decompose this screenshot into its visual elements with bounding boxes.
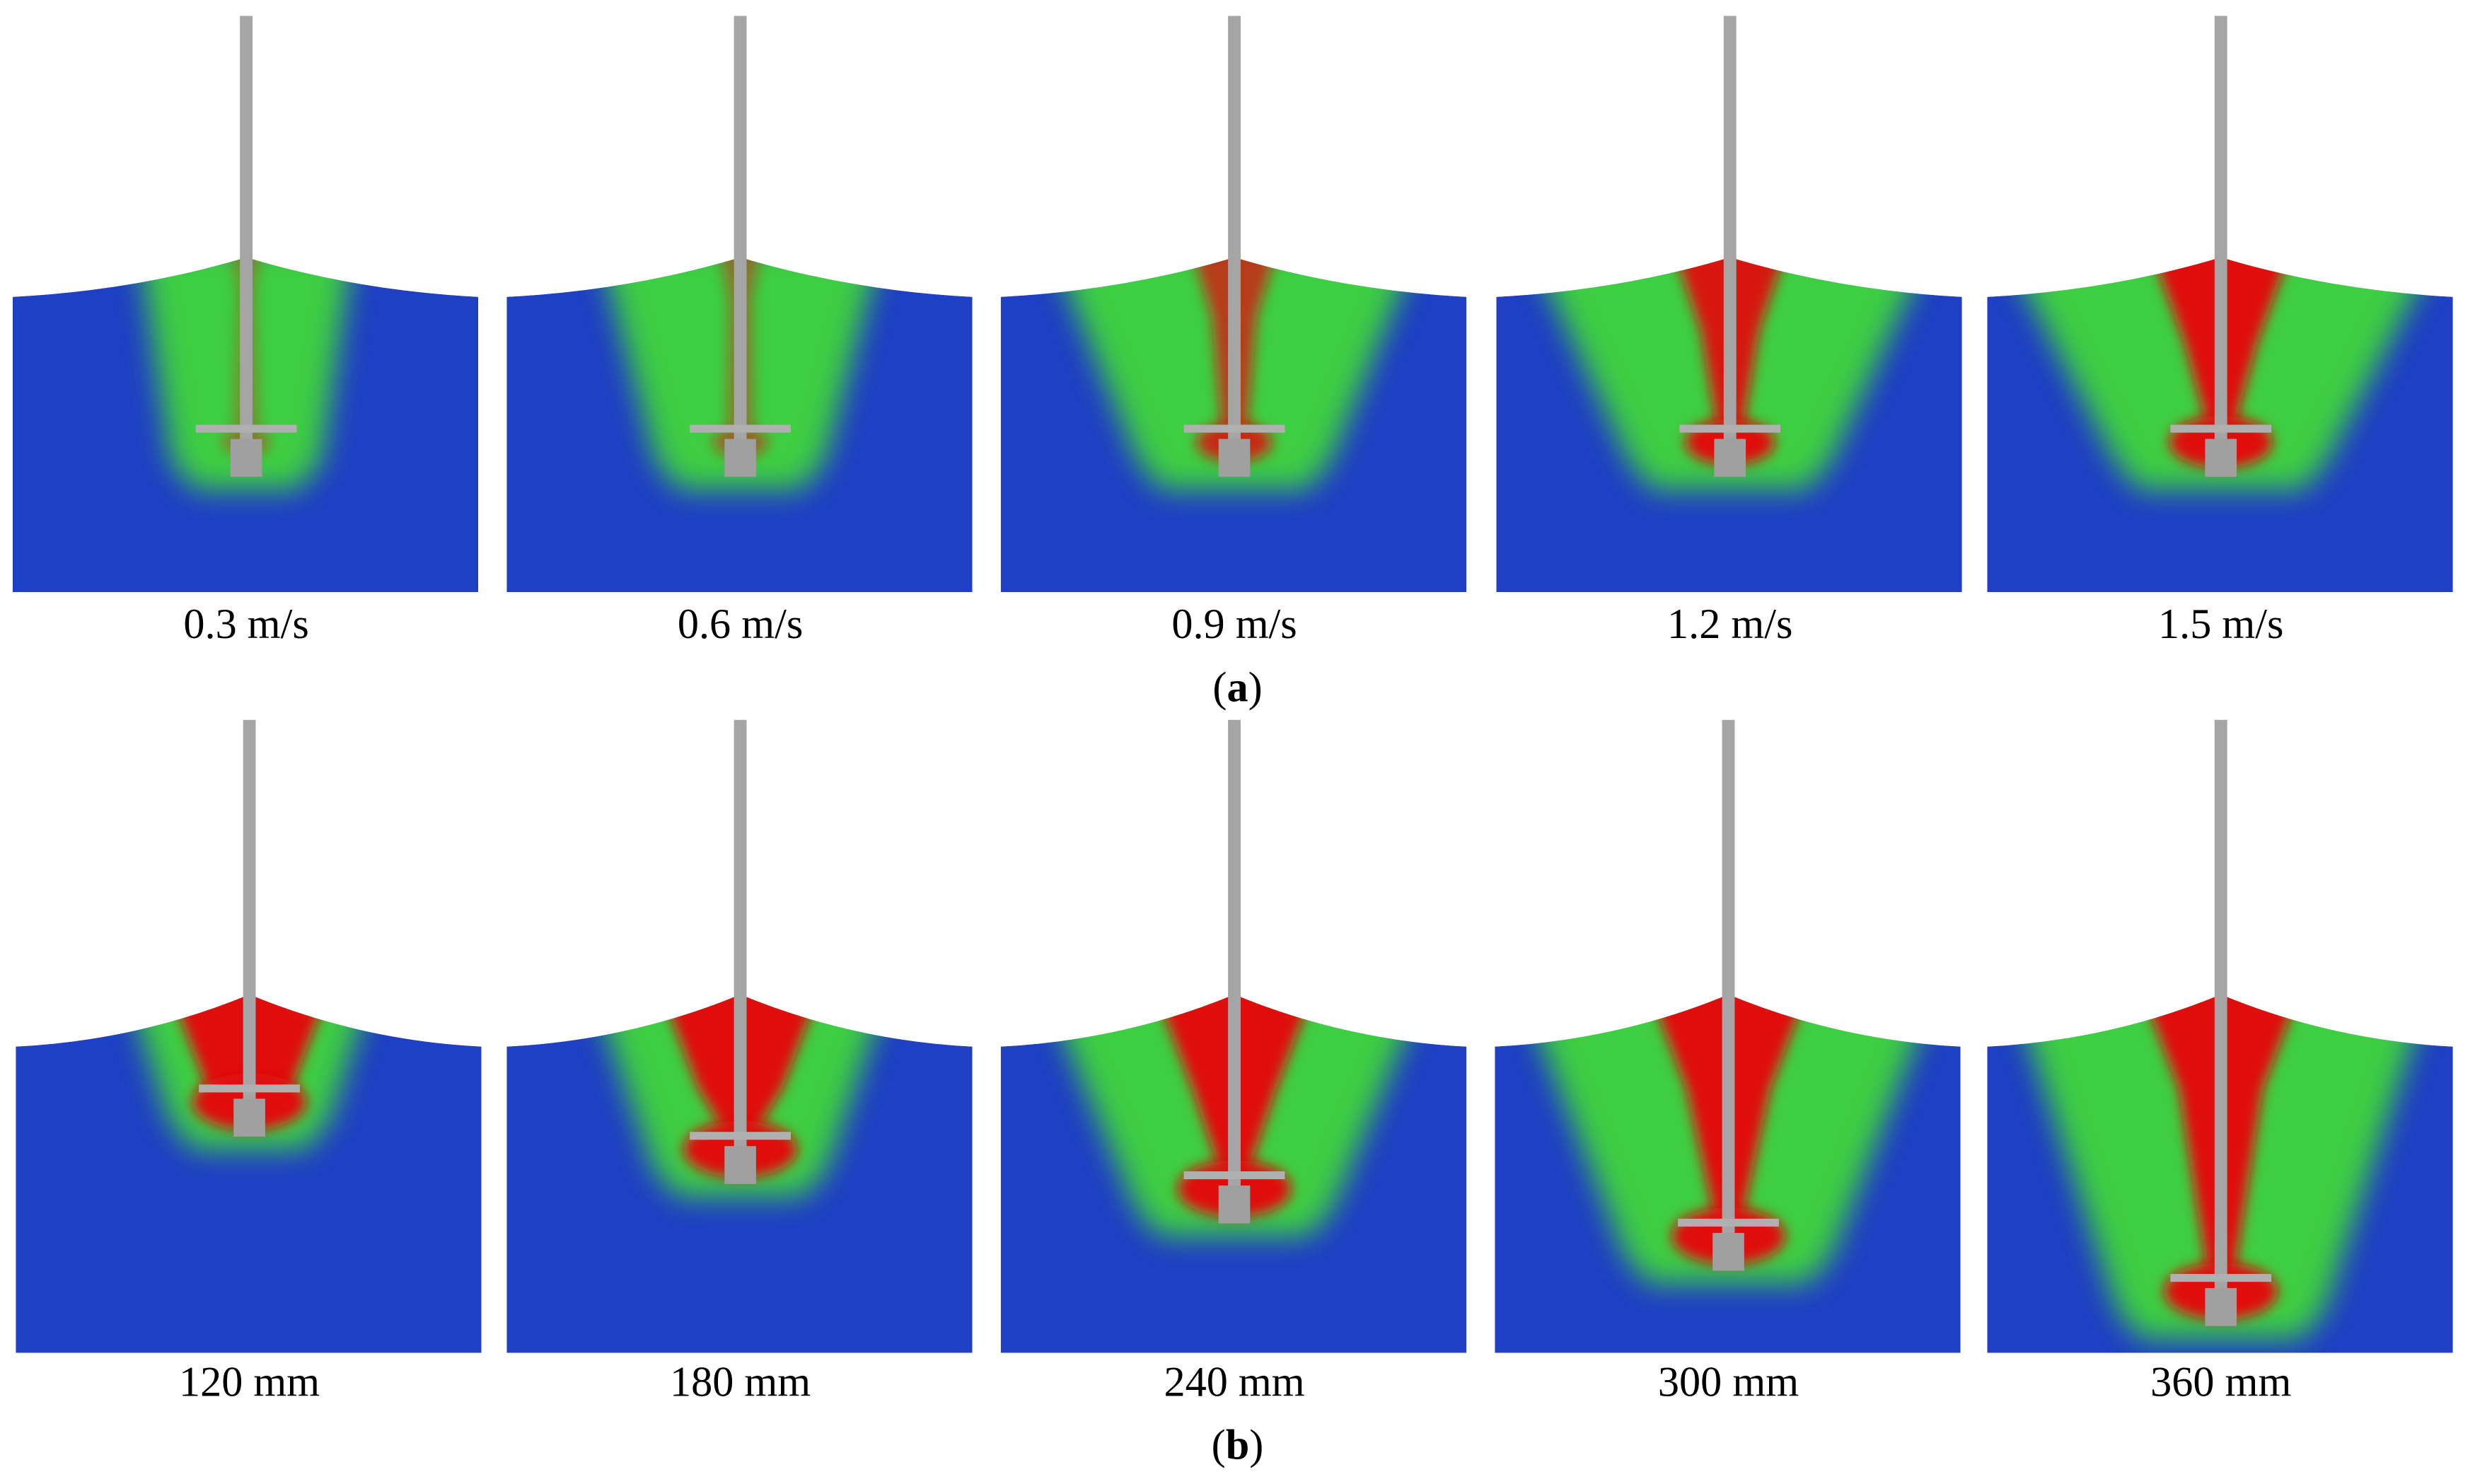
image-caption: 300 mm (1658, 1358, 1799, 1405)
anchor-base (233, 1098, 265, 1137)
anchor-base (1712, 1232, 1744, 1271)
anchor-plate (1183, 1171, 1285, 1180)
anchor-rod (1228, 719, 1241, 1192)
image-caption: 240 mm (1164, 1358, 1304, 1405)
panel-label-part: ( (1212, 1422, 1226, 1469)
anchor-rod (243, 719, 256, 1106)
panel-label: (b) (1212, 1422, 1264, 1469)
anchor-rod (240, 16, 253, 446)
anchor-rod (2214, 16, 2227, 446)
image-caption: 0.6 m/s (678, 601, 803, 648)
soil (16, 995, 482, 1353)
anchor-plate (199, 1084, 300, 1093)
panel-label-part: ) (1249, 1422, 1263, 1469)
panel-label-part: ) (1248, 663, 1263, 711)
anchor-plate (690, 1132, 791, 1140)
anchor-base (1714, 439, 1746, 477)
image-caption: 1.2 m/s (1667, 601, 1792, 648)
anchor-rod (1722, 719, 1735, 1239)
anchor-base (230, 439, 262, 477)
image-caption: 0.9 m/s (1171, 601, 1297, 648)
anchor-base (1218, 439, 1251, 477)
image-caption: 360 mm (2150, 1358, 2291, 1405)
anchor-plate (195, 424, 297, 433)
anchor-plate (2170, 424, 2272, 433)
anchor-base (2205, 1288, 2237, 1326)
anchor-plate (2170, 1274, 2272, 1282)
image-caption: 0.3 m/s (183, 601, 308, 648)
anchor-base (2205, 439, 2237, 477)
image-caption: 180 mm (670, 1358, 811, 1405)
image-caption: 1.5 m/s (2158, 601, 2283, 648)
anchor-rod (734, 719, 747, 1153)
panel-label-part: a (1227, 663, 1248, 711)
anchor-rod (1723, 16, 1737, 446)
anchor-base (724, 439, 756, 477)
anchor-base (724, 1146, 756, 1184)
anchor-plate (1678, 1218, 1779, 1227)
anchor-rod (2214, 719, 2227, 1295)
anchor-base (1218, 1186, 1251, 1224)
image-caption: 120 mm (179, 1358, 320, 1405)
panel-label-part: ( (1212, 663, 1227, 711)
anchor-plate (1183, 424, 1285, 433)
anchor-plate (1679, 424, 1781, 433)
anchor-rod (1228, 16, 1241, 446)
anchor-plate (690, 424, 791, 433)
anchor-rod (734, 16, 747, 446)
panel-label: (a) (1212, 663, 1262, 711)
panel-label-part: b (1226, 1422, 1250, 1469)
